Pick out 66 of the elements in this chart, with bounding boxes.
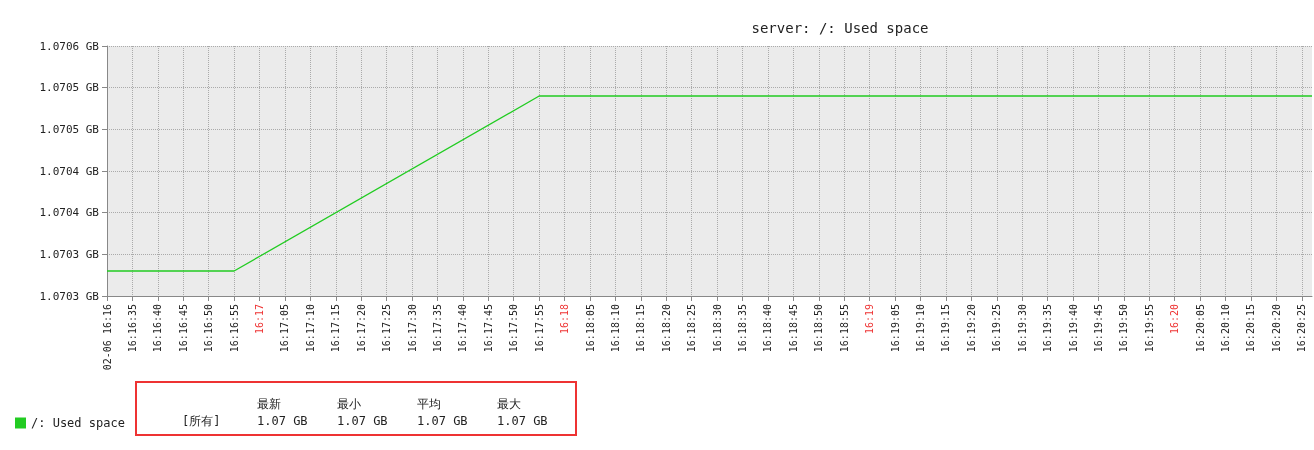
x-tick-label: 16:19:45 (1092, 304, 1104, 353)
chart-title: server: /: Used space (751, 20, 929, 36)
x-tick-label: 16:18:20 (660, 304, 672, 353)
x-tick-label: 16:16:40 (152, 304, 164, 353)
x-tick-label: 16:18:50 (813, 304, 825, 353)
x-tick-label: 16:16:55 (228, 304, 240, 353)
x-tick-label: 16:17:25 (381, 304, 393, 353)
x-tick-label: 16:17 (254, 304, 266, 335)
x-tick-label: 16:19 (864, 304, 876, 335)
x-tick-label: 16:17:30 (406, 304, 418, 353)
x-tick-label: 16:20:10 (1220, 304, 1232, 353)
x-tick-label: 16:19:55 (1143, 304, 1155, 353)
text: 平均 (417, 397, 441, 411)
x-tick-label: 16:17:20 (355, 304, 367, 353)
y-tick-label: 1.0704 GB (39, 206, 100, 220)
x-tick-label: 16:16:50 (203, 304, 215, 353)
text: 1.07 GB (337, 414, 388, 428)
text: 1.07 GB (417, 414, 468, 428)
x-tick-label: 16:18:25 (686, 304, 698, 353)
x-tick-label: 16:18 (559, 304, 571, 335)
text: [所有] (182, 414, 221, 428)
x-tick-label: 16:20:25 (1296, 304, 1308, 353)
text: 最大 (497, 397, 521, 411)
x-tick-label: 16:17:50 (508, 304, 520, 353)
x-tick-label: 16:19:35 (1042, 304, 1054, 353)
x-tick-label: 16:19:20 (965, 304, 977, 353)
x-tick-label: 16:20:20 (1270, 304, 1282, 353)
text: 1.07 GB (497, 414, 548, 428)
x-tick-label: 02-06 16:16 (101, 304, 113, 371)
x-tick-label: 16:17:55 (533, 304, 545, 353)
x-tick-label: 16:20 (1169, 304, 1181, 335)
y-tick-label: 1.0703 GB (39, 247, 100, 261)
x-tick-label: 16:17:45 (482, 304, 494, 353)
text: 最新 (257, 397, 281, 411)
x-tick-label: 16:17:40 (457, 304, 469, 353)
text: 1.07 GB (257, 414, 308, 428)
x-tick-label: 16:19:15 (940, 304, 952, 353)
y-tick-label: 1.0704 GB (39, 164, 100, 178)
x-tick-label: 16:16:45 (177, 304, 189, 353)
x-tick-label: 16:18:40 (762, 304, 774, 353)
x-tick-label: 16:19:50 (1118, 304, 1130, 353)
x-tick-label: 16:17:15 (330, 304, 342, 353)
y-tick-label: 1.0706 GB (39, 39, 100, 53)
x-tick-label: 16:18:10 (609, 304, 621, 353)
x-tick-label: 16:19:05 (889, 304, 901, 353)
x-tick-label: 16:17:35 (431, 304, 443, 353)
x-tick-label: 16:19:40 (1067, 304, 1079, 353)
x-tick-label: 16:19:25 (991, 304, 1003, 353)
text: 最小 (337, 397, 361, 411)
x-tick-label: 16:18:15 (635, 304, 647, 353)
y-tick-label: 1.0705 GB (39, 122, 100, 136)
x-tick-label: 16:19:10 (915, 304, 926, 353)
x-tick-label: 16:16:35 (126, 304, 138, 353)
x-tick-label: 16:17:05 (279, 304, 291, 353)
x-tick-label: 16:17:10 (304, 304, 316, 353)
x-tick-label: 16:18:30 (711, 304, 723, 353)
x-tick-label: 16:19:30 (1016, 304, 1028, 353)
y-tick-label: 1.0705 GB (39, 81, 100, 95)
x-tick-label: 16:18:55 (838, 304, 850, 353)
y-tick-label: 1.0703 GB (39, 289, 100, 303)
legend-label: /: Used space (31, 416, 125, 430)
x-tick-label: 16:20:15 (1245, 304, 1257, 353)
x-tick-label: 16:18:35 (737, 304, 749, 353)
x-tick-label: 16:18:45 (787, 304, 799, 353)
x-tick-label: 16:20:05 (1194, 304, 1206, 353)
x-tick-label: 16:18:05 (584, 304, 596, 353)
